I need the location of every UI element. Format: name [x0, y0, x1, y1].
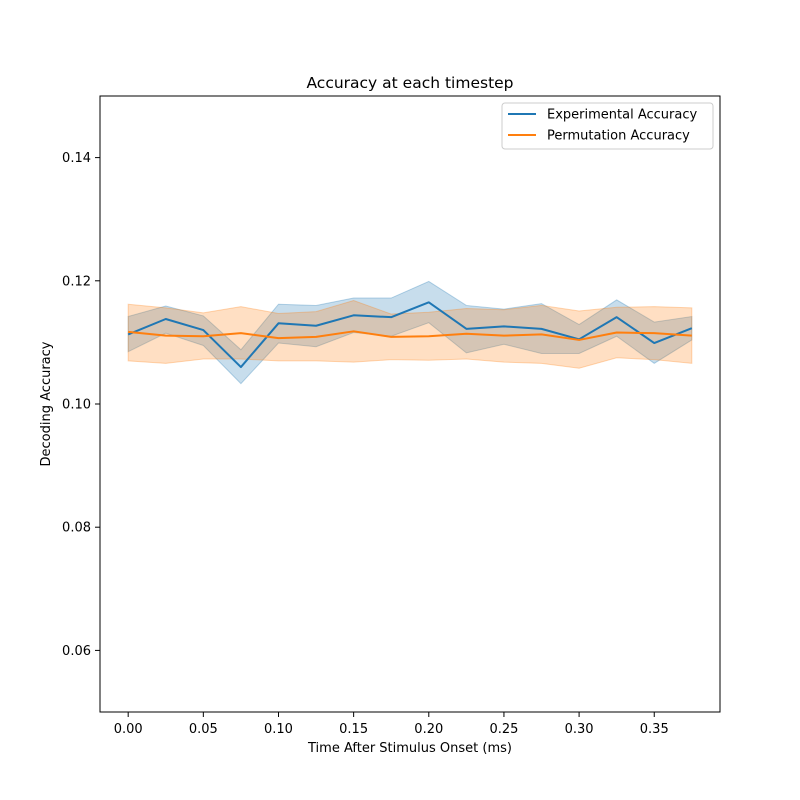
x-tick-label: 0.05 [189, 722, 218, 737]
legend-box [501, 102, 714, 150]
experimental-accuracy-line [127, 301, 693, 369]
x-tick-label: 0.35 [640, 722, 669, 737]
y-tick-label: 0.08 [62, 521, 91, 536]
chart-title: Accuracy at each timestep [306, 74, 513, 92]
y-axis-label: Decoding Accuracy [39, 341, 54, 466]
y-axis-ticks: 0.06 0.08 0.10 0.12 0.14 [62, 151, 100, 659]
x-axis-ticks: 0.00 0.05 0.10 0.15 0.20 0.25 0.30 0.35 [114, 712, 669, 737]
x-tick-label: 0.20 [414, 722, 443, 737]
experimental-accuracy-confidence-band [127, 280, 693, 385]
x-tick-label: 0.00 [114, 722, 143, 737]
x-tick-label: 0.10 [264, 722, 293, 737]
confidence-bands [127, 280, 693, 385]
legend-label-permutation: Permutation Accuracy [547, 129, 690, 144]
y-tick-label: 0.14 [62, 151, 91, 166]
x-axis-label: Time After Stimulus Onset (ms) [307, 741, 512, 756]
permutation-accuracy-line [128, 330, 692, 341]
legend-label-experimental: Experimental Accuracy [547, 108, 697, 123]
legend: Experimental Accuracy Permutation Accura… [501, 102, 714, 150]
y-tick-label: 0.06 [62, 644, 91, 659]
x-tick-label: 0.30 [565, 722, 594, 737]
x-tick-label: 0.15 [339, 722, 368, 737]
x-tick-label: 0.25 [489, 722, 518, 737]
y-tick-label: 0.12 [62, 274, 91, 289]
permutation-accuracy-confidence-band [127, 299, 693, 369]
y-tick-label: 0.10 [62, 398, 91, 413]
series-lines [127, 301, 693, 369]
